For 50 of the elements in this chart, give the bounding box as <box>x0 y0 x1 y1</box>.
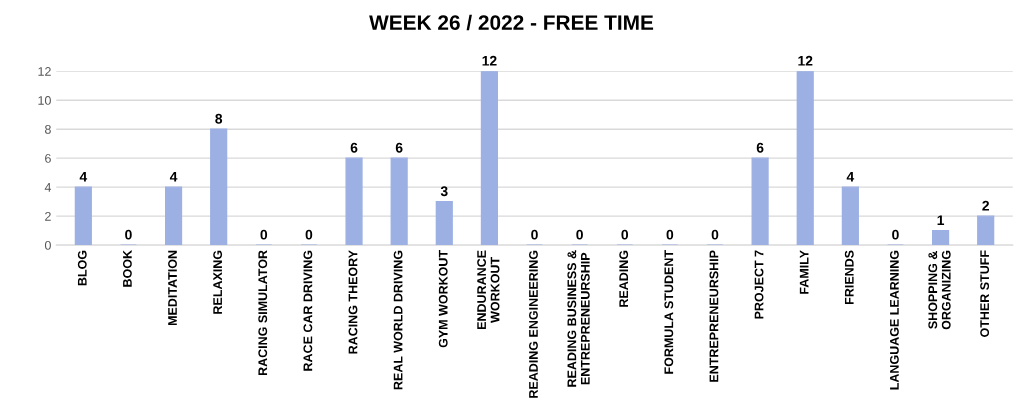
x-tick-label: PROJECT 7 <box>754 250 764 319</box>
y-tick-label: 4 <box>44 183 52 192</box>
x-tick-label: READING BUSINESS & ENTREPRENEURSHIP <box>567 250 590 387</box>
x-tick-label: FRIENDS <box>844 250 854 305</box>
y-tick-label: 12 <box>38 67 51 76</box>
data-label: 3 <box>440 186 448 197</box>
x-tick-label: RELAXING <box>213 250 223 314</box>
x-tick-label: LANGUAGE LEARNING <box>889 250 899 390</box>
data-label: 6 <box>350 142 358 153</box>
y-tick-label: 6 <box>45 153 51 163</box>
data-label: 0 <box>621 229 629 240</box>
data-label: 12 <box>482 55 497 66</box>
data-label: 4 <box>169 171 178 182</box>
data-label: 4 <box>79 171 88 182</box>
data-label: 0 <box>305 229 313 240</box>
y-tick-label: 0 <box>44 240 51 250</box>
y-tick-label: 2 <box>45 211 51 221</box>
x-tick-label: READING ENGINEERING <box>529 250 538 398</box>
y-tick-label: 10 <box>38 96 51 105</box>
data-label: 0 <box>531 229 538 240</box>
x-tick-label: ENDURANCE WORKOUT <box>477 250 500 330</box>
data-label: 6 <box>756 142 764 153</box>
chart-title: WEEK 26 / 2022 - FREE TIME <box>369 14 654 31</box>
x-tick-label: RACE CAR DRIVING <box>303 250 313 371</box>
x-tick-label: BLOG <box>77 250 87 286</box>
data-label: 1 <box>937 215 945 225</box>
data-label: 12 <box>798 55 813 66</box>
x-tick-label: GYM WORKOUT <box>438 250 448 348</box>
x-tick-label: MEDITATION <box>168 250 177 326</box>
data-label: 0 <box>892 229 899 240</box>
x-tick-label: RACING THEORY <box>348 250 358 354</box>
x-tick-label: SHOPPING & ORGANIZING <box>928 250 951 330</box>
data-label: 4 <box>846 171 855 182</box>
data-label: 6 <box>395 142 403 153</box>
data-label: 8 <box>215 113 223 124</box>
x-tick-label: FAMILY <box>799 250 809 294</box>
x-tick-label: OTHER STUFF <box>980 250 990 337</box>
data-label: 0 <box>260 229 268 240</box>
data-label: 0 <box>666 229 674 240</box>
x-tick-label: RACING SIMULATOR <box>258 250 268 376</box>
x-tick-label: REAL WORLD DRIVING <box>393 250 403 390</box>
data-label: 0 <box>125 229 132 240</box>
data-label: 0 <box>711 229 719 240</box>
data-label: 0 <box>576 229 583 240</box>
x-tick-label: FORMULA STUDENT <box>664 250 674 374</box>
y-tick-label: 8 <box>45 124 51 134</box>
x-tick-label: ENTREPRENEURSHIP <box>709 250 719 382</box>
data-label: 2 <box>982 200 990 211</box>
x-tick-label: READING <box>619 250 629 307</box>
x-tick-label: BOOK <box>122 250 132 287</box>
